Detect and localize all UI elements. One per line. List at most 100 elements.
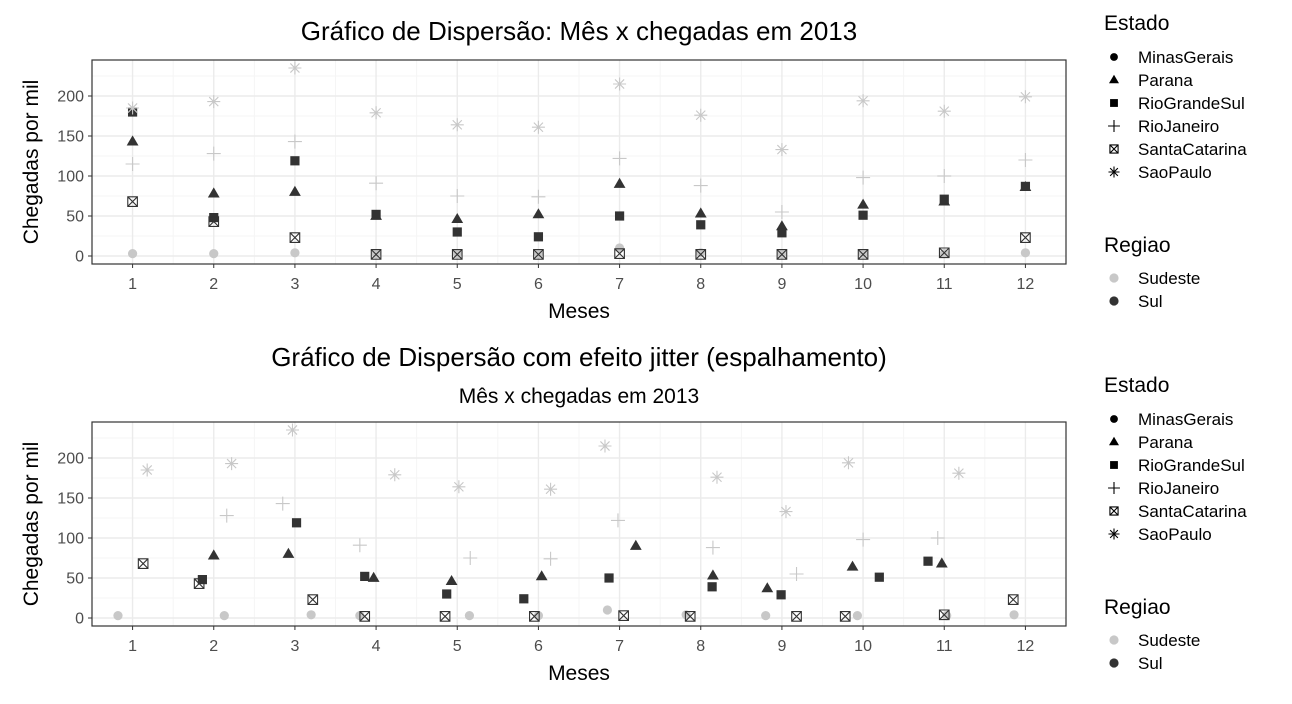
series-SaoPaulo (126, 61, 1032, 157)
legend-label: MinasGerais (1138, 48, 1233, 67)
data-point (710, 470, 724, 484)
data-point (544, 482, 558, 496)
data-point (113, 611, 123, 621)
data-point (352, 538, 367, 553)
data-point (874, 572, 884, 582)
legend-key (1110, 461, 1118, 469)
x-tick-label: 4 (372, 638, 381, 655)
data-point (852, 611, 863, 621)
data-point (707, 582, 717, 592)
data-point (856, 94, 870, 108)
data-point (369, 106, 383, 120)
data-point (439, 611, 451, 622)
data-point (126, 135, 139, 146)
data-point (761, 582, 774, 593)
data-point (613, 177, 626, 188)
legend-key (1108, 482, 1120, 494)
data-point (930, 531, 945, 545)
data-point (776, 220, 788, 231)
x-tick-label: 4 (372, 276, 381, 293)
data-point (681, 610, 691, 620)
data-point (291, 518, 302, 528)
data-point (290, 248, 300, 258)
series-MinasGerais (127, 243, 1031, 259)
legend-title-estado: Estado (1104, 12, 1169, 35)
legend-title-estado: Estado (1104, 374, 1169, 397)
x-tick-label: 3 (290, 638, 299, 655)
legend-label: RioGrandeSul (1138, 456, 1245, 475)
data-point (939, 249, 949, 259)
data-point (841, 456, 855, 470)
data-point (359, 611, 371, 622)
data-point (937, 169, 952, 183)
data-point (694, 108, 708, 122)
x-tick-label: 10 (854, 638, 872, 655)
legend-key (1109, 296, 1119, 306)
data-point (935, 557, 948, 568)
data-point (614, 211, 625, 221)
y-tick-label: 0 (75, 611, 84, 628)
data-point (369, 176, 384, 191)
series-RioJaneiro (125, 134, 1033, 219)
data-point (137, 558, 149, 569)
x-tick-label: 2 (209, 276, 218, 293)
data-point (543, 551, 558, 566)
data-point (209, 213, 219, 223)
data-point (857, 249, 869, 260)
data-point (208, 216, 220, 227)
data-point (307, 594, 319, 605)
data-point (858, 249, 868, 259)
x-tick-label: 6 (534, 638, 543, 655)
chart-title: Gráfico de Dispersão com efeito jitter (… (271, 342, 887, 372)
data-point (695, 249, 707, 260)
series-Parana (207, 539, 948, 593)
data-point (856, 532, 871, 547)
y-tick-label: 100 (57, 169, 84, 186)
data-point (614, 248, 625, 259)
y-tick-label: 100 (57, 531, 84, 548)
panel-border (91, 59, 1067, 265)
data-point (614, 243, 625, 253)
legend-label: RioJaneiro (1138, 479, 1219, 498)
chart-title: Gráfico de Dispersão: Mês x chegadas em … (301, 16, 857, 46)
data-point (1020, 181, 1031, 191)
data-point (207, 95, 221, 109)
x-tick-label: 11 (936, 638, 953, 655)
data-point (533, 249, 544, 259)
legend-title-regiao: Regiao (1104, 596, 1171, 619)
legend-label: SaoPaulo (1138, 163, 1212, 182)
y-tick-label: 200 (57, 89, 84, 106)
x-axis-title: Meses (548, 662, 610, 685)
x-tick-label: 7 (615, 276, 624, 293)
data-point (371, 249, 381, 259)
legend-key (1108, 166, 1120, 178)
data-point (450, 189, 465, 203)
data-point (777, 249, 787, 259)
data-point (856, 170, 871, 185)
data-point (288, 61, 302, 75)
x-tick-label: 5 (453, 638, 462, 655)
data-point (604, 573, 614, 583)
data-point (939, 194, 949, 204)
legend-2: Estado MinasGerais Parana RioGrandeSul RioJa… (1104, 374, 1247, 673)
data-point (207, 549, 220, 560)
data-point (519, 594, 529, 604)
legend-label: MinasGerais (1138, 410, 1233, 429)
y-tick-label: 0 (75, 249, 84, 266)
data-point (442, 589, 452, 599)
data-point (225, 457, 239, 471)
data-point (598, 439, 612, 453)
data-point (532, 208, 545, 219)
data-point (923, 556, 933, 566)
data-point (610, 513, 625, 528)
data-point (206, 146, 221, 161)
legend-key (1108, 528, 1120, 540)
x-tick-label: 1 (128, 638, 137, 655)
y-tick-label: 50 (66, 209, 84, 226)
data-point (776, 590, 786, 600)
y-tick-label: 200 (57, 451, 84, 468)
legend-label: Sudeste (1138, 269, 1200, 288)
data-point (952, 466, 966, 480)
data-point (693, 178, 708, 193)
